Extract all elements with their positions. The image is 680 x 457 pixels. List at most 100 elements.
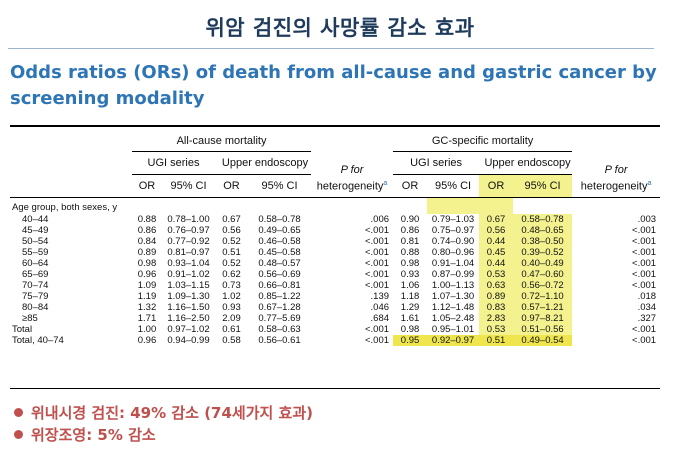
cell-ac-endo-ci: 0.48–0.57: [258, 258, 301, 269]
cell-ac-endo-ci: 0.49–0.65: [258, 225, 301, 236]
col-ci: 95% CI: [162, 174, 215, 198]
cell-label: 80–84: [22, 302, 49, 313]
col-or: OR: [132, 174, 162, 198]
cell-ac-ugi-or: 1.32: [137, 302, 157, 313]
cell-gc-ugi-or: 1.06: [400, 280, 420, 291]
cell-gc-ugi-ci: 1.12–1.48: [431, 302, 475, 313]
cell-gc-ugi-or: 1.29: [400, 302, 420, 313]
table-row: 70–74 1.09 1.03–1.15 0.73 0.66–0.81 <.001 1.06…: [10, 280, 660, 291]
col-ci: 95% CI: [513, 174, 573, 198]
cell-gc-endo-or: 0.89: [479, 291, 514, 302]
cell-label: 55–59: [22, 247, 49, 258]
cell-gc-endo-or: 0.83: [479, 302, 514, 313]
cell-label: 70–74: [22, 280, 49, 291]
cell-ac-ugi-ci: 0.91–1.02: [167, 269, 210, 280]
cell-gc-endo-ci: 0.58–0.78: [513, 214, 573, 225]
mortality-table: All-cause mortality GC-specific mortalit…: [10, 125, 661, 346]
cell-ac-ugi-or: 0.84: [137, 236, 157, 247]
cell-ac-p: <.001: [365, 236, 390, 247]
cell-ac-ugi-or: 1.09: [137, 280, 157, 291]
cell-ac-p: .684: [370, 313, 390, 324]
gc-p-label: P for: [604, 164, 628, 177]
cell-ac-endo-or: 2.09: [222, 313, 241, 324]
cell-ac-endo-or: 0.58: [222, 335, 241, 346]
cell-ac-endo-ci: 0.46–0.58: [258, 236, 301, 247]
cell-gc-endo-ci: 0.97–8.21: [513, 313, 573, 324]
cell-ac-endo-ci: 0.58–0.78: [258, 214, 301, 225]
col-ci: 95% CI: [427, 174, 480, 198]
cell-gc-ugi-or: 0.98: [400, 258, 420, 269]
gc-footnote-mark: a: [647, 180, 652, 188]
column-header-row: OR 95% CI OR 95% CI OR 95% CI OR 95% CI: [10, 174, 660, 198]
cell-ac-p: <.001: [365, 258, 390, 269]
cell-gc-p: <.001: [632, 225, 657, 236]
table-row: Total 1.00 0.97–1.02 0.61 0.58–0.63 <.001 0.98…: [10, 324, 660, 335]
cell-ac-endo-ci: 0.67–1.28: [258, 302, 301, 313]
cell-label: 50–54: [22, 236, 49, 247]
cell-ac-endo-or: 0.73: [222, 280, 241, 291]
all-cause-header: All-cause mortality: [132, 125, 312, 152]
cell-gc-endo-or: 0.44: [479, 258, 514, 269]
cell-ac-ugi-ci: 1.16–2.50: [167, 313, 210, 324]
cell-ac-endo-ci: 0.58–0.63: [258, 324, 301, 335]
cell-ac-ugi-or: 0.98: [137, 258, 157, 269]
cell-gc-p: <.001: [632, 280, 657, 291]
cell-ac-ugi-or: 1.19: [137, 291, 157, 302]
table-row: 75–79 1.19 1.09–1.30 1.02 0.85–1.22 .139 1.18 1…: [10, 291, 660, 302]
cell-gc-ugi-ci: 0.74–0.90: [431, 236, 475, 247]
cell-gc-endo-or: 0.63: [479, 280, 514, 291]
cell-ac-ugi-ci: 1.09–1.30: [167, 291, 210, 302]
cell-label: Total, 40–74: [12, 335, 64, 346]
cell-ac-ugi-or: 0.86: [137, 225, 157, 236]
cell-gc-p: <.001: [632, 335, 657, 346]
cell-ac-p: .139: [370, 291, 390, 302]
table-row: 45–49 0.86 0.76–0.97 0.56 0.49–0.65 <.001 0.86…: [10, 225, 660, 236]
cell-ac-endo-ci: 0.56–0.61: [258, 335, 301, 346]
cell-label: ≥85: [22, 313, 38, 324]
cell-ac-ugi-ci: 1.16–1.50: [167, 302, 210, 313]
cell-gc-ugi-or: 0.98: [400, 324, 420, 335]
cell-gc-ugi-ci: 0.87–0.99: [431, 269, 475, 280]
cell-gc-ugi-or: 0.95: [393, 335, 428, 346]
cell-gc-ugi-or: 0.88: [400, 247, 420, 258]
group-header-row: All-cause mortality GC-specific mortalit…: [10, 125, 660, 152]
cell-ac-ugi-or: 1.00: [137, 324, 157, 335]
col-or: OR: [215, 174, 248, 198]
cell-ac-ugi-ci: 1.03–1.15: [167, 280, 210, 291]
cell-gc-endo-ci: 0.57–1.21: [513, 302, 573, 313]
gc-specific-header: GC-specific mortality: [393, 125, 573, 152]
cell-gc-p: .003: [637, 214, 657, 225]
cell-gc-p: .034: [637, 302, 657, 313]
table-top-rule: [10, 125, 660, 127]
table-row: 55–59 0.89 0.81–0.97 0.51 0.45–0.58 <.001 0.88…: [10, 247, 660, 258]
table-caption: Odds ratios (ORs) of death from all-caus…: [10, 62, 657, 109]
cell-gc-ugi-ci: 0.95–1.01: [431, 324, 475, 335]
cell-gc-endo-or: 2.83: [479, 313, 514, 324]
cell-ac-endo-or: 1.02: [222, 291, 241, 302]
cell-ac-ugi-or: 0.96: [137, 335, 157, 346]
ac-p-label: P for: [340, 164, 364, 177]
cell-ac-p: .046: [370, 302, 390, 313]
cell-gc-endo-ci: 0.40–0.49: [513, 258, 573, 269]
cell-gc-ugi-or: 0.86: [400, 225, 420, 236]
age-group-label-row: Age group, both sexes, y: [10, 197, 660, 214]
cell-gc-p: .327: [637, 313, 657, 324]
cell-gc-endo-or: 0.53: [479, 269, 514, 280]
cell-gc-p: <.001: [632, 247, 657, 258]
bullet-dot-icon: [14, 408, 23, 417]
cell-gc-ugi-or: 0.81: [400, 236, 420, 247]
cell-gc-ugi-ci: 0.75–0.97: [431, 225, 475, 236]
cell-ac-endo-or: 0.52: [222, 258, 241, 269]
cell-label: 75–79: [22, 291, 49, 302]
cell-ac-ugi-ci: 0.77–0.92: [167, 236, 210, 247]
cell-ac-ugi-ci: 0.76–0.97: [167, 225, 210, 236]
cell-ac-p: <.001: [365, 335, 390, 346]
cell-ac-endo-ci: 0.85–1.22: [258, 291, 301, 302]
cell-gc-ugi-ci: 1.05–2.48: [431, 313, 475, 324]
cell-ac-ugi-ci: 0.81–0.97: [167, 247, 210, 258]
cell-gc-ugi-or: 1.61: [400, 313, 420, 324]
cell-gc-endo-ci: 0.72–1.10: [513, 291, 573, 302]
cell-ac-ugi-or: 1.71: [137, 313, 157, 324]
table-row: 40–44 0.88 0.78–1.00 0.67 0.58–0.78.006 0.90 0…: [10, 214, 660, 225]
cell-label: Total: [12, 324, 33, 335]
